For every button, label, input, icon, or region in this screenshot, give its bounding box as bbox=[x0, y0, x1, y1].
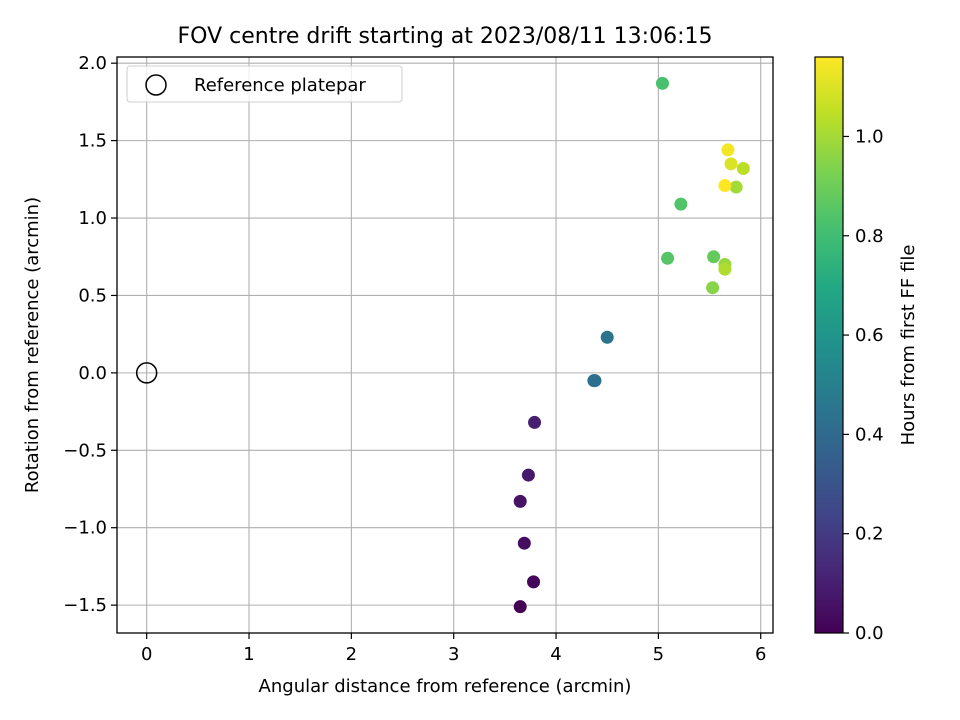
y-tick-label: 1.0 bbox=[78, 208, 107, 229]
x-tick-label: 6 bbox=[755, 644, 766, 665]
chart-title: FOV centre drift starting at 2023/08/11 … bbox=[178, 24, 713, 49]
x-tick-label: 0 bbox=[141, 644, 152, 665]
reference-layer bbox=[135, 362, 158, 384]
scatter-point bbox=[729, 180, 743, 194]
scatter-point bbox=[655, 76, 669, 90]
scatter-point bbox=[513, 494, 527, 508]
y-tick-label: −0.5 bbox=[63, 440, 107, 461]
scatter-point bbox=[718, 262, 732, 276]
y-axis-label: Rotation from reference (arcmin) bbox=[22, 197, 43, 493]
colorbar-tick-label: 0.6 bbox=[855, 325, 884, 346]
scatter-point bbox=[513, 600, 527, 614]
x-axis: 0 1 2 3 4 5 6 bbox=[141, 633, 766, 665]
colorbar: 0.0 0.2 0.4 0.6 0.8 1.0 Hours from first FF f… bbox=[814, 56, 919, 644]
scatter-point bbox=[707, 250, 721, 264]
y-tick-label: 2.0 bbox=[78, 53, 107, 74]
grid-lines bbox=[117, 57, 773, 633]
scatter-point bbox=[674, 197, 688, 211]
scatter-point bbox=[724, 157, 738, 171]
y-tick-label: 1.5 bbox=[78, 131, 107, 152]
colorbar-tick-label: 0.0 bbox=[855, 623, 884, 644]
colorbar-tick-label: 1.0 bbox=[855, 126, 884, 147]
scatter-point bbox=[528, 415, 542, 429]
scatter-point bbox=[517, 536, 531, 550]
legend-label: Reference platepar bbox=[194, 75, 366, 96]
y-tick-label: 0.0 bbox=[78, 363, 107, 384]
legend: Reference platepar bbox=[126, 65, 403, 103]
x-tick-label: 5 bbox=[653, 644, 664, 665]
colorbar-tick-label: 0.8 bbox=[855, 226, 884, 247]
scatter-point bbox=[718, 179, 732, 193]
colorbar-gradient bbox=[814, 56, 844, 634]
scatter-point bbox=[721, 143, 735, 157]
scatter-point bbox=[588, 374, 602, 388]
scatter-point bbox=[661, 251, 675, 265]
scatter-point bbox=[600, 330, 614, 344]
colorbar-ticks: 0.0 0.2 0.4 0.6 0.8 1.0 bbox=[843, 126, 884, 644]
colorbar-tick-label: 0.2 bbox=[855, 524, 884, 545]
scatter-point bbox=[521, 468, 535, 482]
scatter-point bbox=[706, 281, 720, 295]
x-tick-label: 1 bbox=[243, 644, 254, 665]
y-tick-label: −1.0 bbox=[63, 518, 107, 539]
scatter-points bbox=[513, 76, 750, 614]
reference-marker bbox=[135, 362, 158, 384]
y-tick-label: 0.5 bbox=[78, 285, 107, 306]
y-axis: −1.5 −1.0 −0.5 0.0 0.5 1.0 1.5 2.0 bbox=[63, 53, 117, 616]
legend-box bbox=[126, 65, 403, 103]
plot-area-frame bbox=[116, 56, 774, 634]
x-axis-label: Angular distance from reference (arcmin) bbox=[259, 676, 632, 697]
x-tick-label: 2 bbox=[346, 644, 357, 665]
y-tick-label: −1.5 bbox=[63, 595, 107, 616]
scatter-point bbox=[527, 575, 541, 589]
legend-marker-open-circle bbox=[145, 74, 167, 96]
colorbar-label: Hours from first FF file bbox=[898, 245, 919, 446]
scatter-point bbox=[736, 161, 750, 175]
colorbar-tick-label: 0.4 bbox=[855, 424, 884, 445]
x-tick-label: 3 bbox=[448, 644, 459, 665]
x-tick-label: 4 bbox=[550, 644, 561, 665]
